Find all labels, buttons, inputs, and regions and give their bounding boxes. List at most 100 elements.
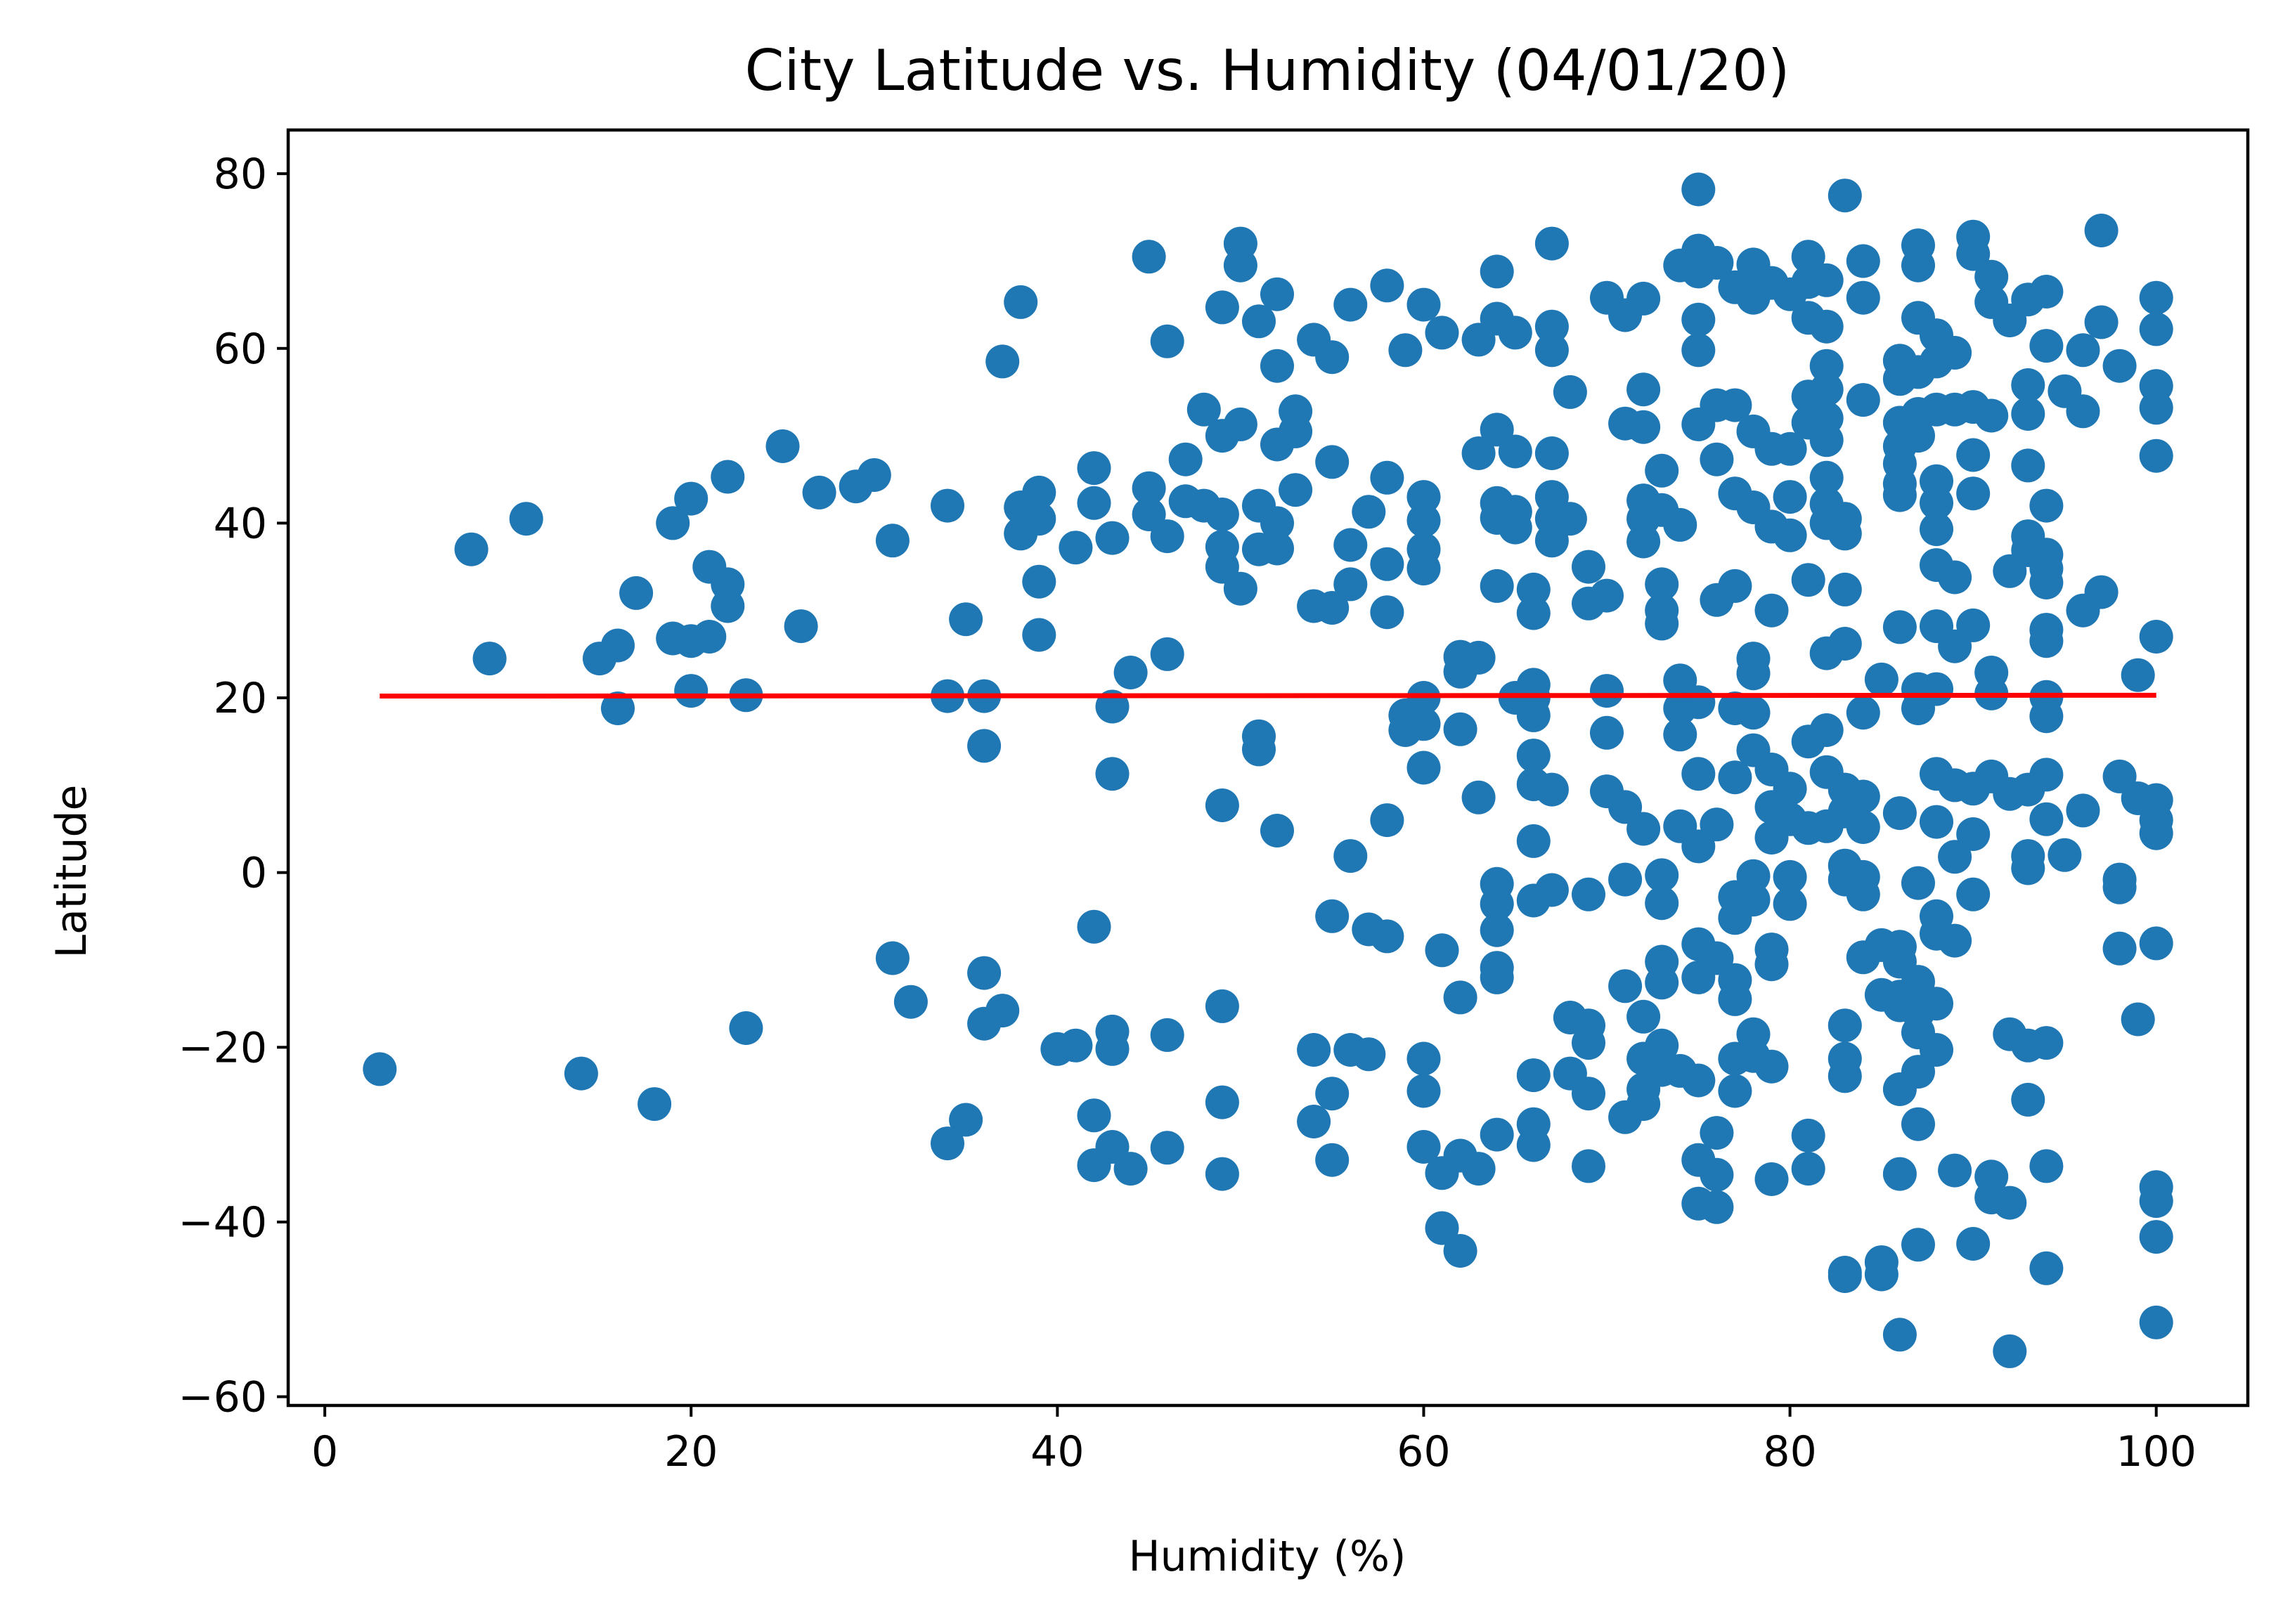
data-point [1938, 1153, 1972, 1188]
data-point [1572, 1077, 1605, 1111]
data-point [1681, 1063, 1716, 1098]
data-point [638, 1087, 672, 1122]
data-point [1132, 471, 1166, 505]
data-point [1846, 810, 1880, 844]
data-point [2029, 802, 2064, 836]
data-point [1553, 502, 1587, 536]
x-tick-label: 100 [2116, 1427, 2197, 1476]
data-point [2029, 758, 2064, 792]
data-point [1864, 1257, 1898, 1292]
data-point [2066, 793, 2100, 828]
y-tick-label: −20 [178, 1023, 267, 1072]
data-point [1882, 478, 1917, 512]
data-point [1645, 1028, 1679, 1063]
data-point [1938, 336, 1972, 370]
x-tick-label: 20 [664, 1427, 718, 1476]
data-point [1315, 1077, 1350, 1111]
data-point [967, 729, 1002, 763]
data-point [1773, 859, 1807, 894]
data-point [1223, 248, 1257, 282]
data-point [1534, 436, 1569, 470]
data-point [1681, 302, 1716, 337]
data-point [1077, 909, 1111, 944]
data-point [2121, 1002, 2155, 1037]
data-point [2029, 329, 2064, 363]
x-axis: 0 20 40 60 80 100 [311, 1405, 2197, 1476]
data-point [1443, 1234, 1477, 1268]
data-point [1846, 244, 1880, 278]
data-point [1150, 519, 1184, 554]
data-point [1590, 674, 1624, 708]
data-point [1516, 698, 1551, 732]
data-point [1846, 383, 1880, 417]
data-point [1645, 858, 1679, 892]
data-point [1736, 696, 1771, 730]
data-point [1223, 407, 1257, 441]
data-point [1534, 873, 1569, 907]
data-point [1480, 254, 1514, 289]
data-point [1553, 375, 1587, 409]
y-axis-label: Latitude [47, 785, 96, 959]
data-point [1480, 1117, 1514, 1152]
data-point [1150, 1131, 1184, 1165]
y-tick-label: 80 [214, 150, 267, 199]
data-point [1022, 475, 1056, 509]
data-point [1974, 259, 2009, 294]
data-point [2029, 699, 2064, 734]
data-point [1828, 178, 1862, 213]
data-point [1113, 656, 1148, 689]
data-point [1279, 414, 1313, 448]
data-point [875, 941, 910, 975]
x-tick-label: 60 [1397, 1427, 1450, 1476]
data-point [509, 502, 543, 536]
data-point [1956, 476, 1991, 511]
data-point [1461, 780, 1496, 814]
data-point [1260, 531, 1294, 566]
y-tick-label: 40 [214, 499, 267, 548]
data-point [1022, 502, 1056, 536]
data-point [1608, 862, 1643, 897]
data-point [1461, 640, 1496, 675]
data-point [985, 344, 1020, 379]
data-point [1754, 593, 1789, 628]
data-point [1022, 564, 1056, 599]
chart-title: City Latitude vs. Humidity (04/01/20) [745, 38, 1790, 103]
data-point [1443, 712, 1477, 746]
data-point [2029, 275, 2064, 308]
data-point [1059, 1028, 1093, 1063]
data-point [1828, 1059, 1862, 1093]
data-point [1736, 883, 1771, 917]
data-point [1205, 989, 1239, 1023]
data-point [1901, 866, 1935, 900]
data-point [1901, 419, 1935, 453]
data-point [1938, 923, 1972, 958]
data-point [1864, 662, 1898, 696]
data-point [1279, 473, 1313, 507]
data-point [674, 481, 709, 516]
data-point [1205, 1157, 1239, 1191]
data-point [1626, 524, 1661, 559]
data-point [1901, 1107, 1935, 1141]
data-point [1516, 739, 1551, 773]
data-point [1534, 226, 1569, 261]
data-point [1516, 1128, 1551, 1162]
data-point [2102, 870, 2137, 904]
data-point [1333, 839, 1368, 873]
data-point [1718, 569, 1752, 603]
data-point [1681, 757, 1716, 791]
data-point [1315, 445, 1350, 479]
data-point [1425, 1211, 1459, 1245]
data-point [1406, 503, 1441, 538]
data-point [1095, 521, 1130, 555]
data-point [1406, 1041, 1441, 1076]
data-point [692, 620, 727, 654]
x-tick-label: 0 [311, 1427, 338, 1476]
data-point [1242, 304, 1276, 339]
data-point [1590, 715, 1624, 750]
data-point [1663, 507, 1697, 542]
data-point [2011, 851, 2045, 885]
data-point [1809, 372, 1844, 407]
data-point [2139, 391, 2173, 425]
data-point [1498, 434, 1532, 469]
